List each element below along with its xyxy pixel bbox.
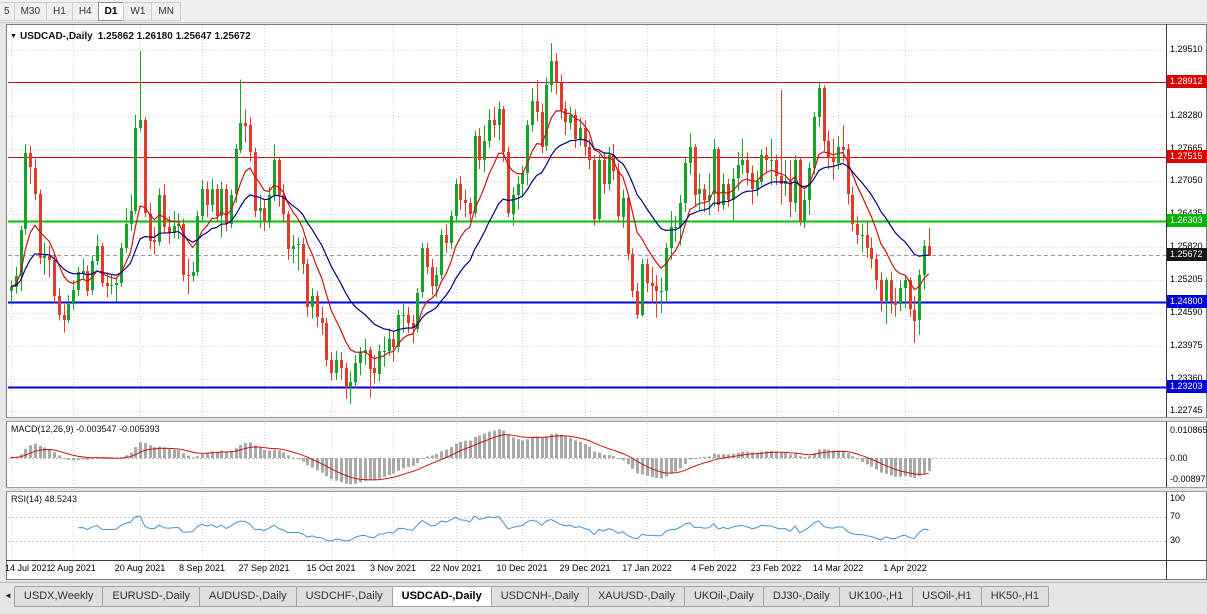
rsi-axis-label: 70 [1170,511,1181,521]
chart-title-ohlc: 1.25862 1.26180 1.25647 1.25672 [97,31,251,42]
date-label: 17 Jan 2022 [622,563,672,573]
chart-tab-usdcad-daily[interactable]: USDCAD-,Daily [391,586,492,607]
macd-axis-label: 0.010865 [1170,425,1207,435]
date-label: 8 Sep 2021 [178,563,226,573]
chart-tab-bar: ◄ USDX,Weekly EURUSD-,Daily AUDUSD-,Daily US… [0,582,1207,614]
date-label: 3 Nov 2021 [369,563,417,573]
timeframe-button-h4[interactable]: H4 [71,1,99,21]
chart-tab-dj30-daily[interactable]: DJ30-,Daily [762,586,840,607]
price-axis-label: 1.22745 [1170,405,1203,415]
chart-tab-usoil-h1[interactable]: USOil-,H1 [912,586,982,607]
price-axis-label: 1.23975 [1170,340,1203,350]
timeframe-button-h1[interactable]: H1 [46,1,73,21]
rsi-axis-label: 100 [1170,493,1186,503]
timeframe-button-m30[interactable]: M30 [13,1,48,21]
timeframe-button-d1[interactable]: D1 [97,1,125,21]
chart-tab-audusd-daily[interactable]: AUDUSD-,Daily [199,586,297,607]
chart-tab-usdcnh-daily[interactable]: USDCNH-,Daily [490,586,589,607]
chart-tab-usdchf-daily[interactable]: USDCHF-,Daily [295,586,393,607]
date-label: 27 Sep 2021 [238,563,290,573]
timeframe-button-5[interactable]: 5 [0,1,15,21]
rsi-label: RSI(14) 48.5243 [11,494,78,504]
date-label: 14 Jul 2021 [5,563,52,573]
macd-label: MACD(12,26,9) -0.003547 -0.005393 [11,424,160,434]
price-axis-label: 1.29510 [1170,44,1203,54]
chart-menu-arrow-icon[interactable]: ▼ [10,33,17,40]
date-label: 1 Apr 2022 [883,563,927,573]
tab-scroll-left-icon[interactable]: ◄ [4,591,12,600]
date-label: 22 Nov 2021 [430,563,482,573]
macd-axis-label: 0.00 [1170,453,1188,463]
timeframe-button-w1[interactable]: W1 [123,1,153,21]
price-axis-label: 1.23360 [1170,373,1203,383]
macd-axis-label: -0.00897 [1170,474,1206,484]
date-label: 2 Aug 2021 [50,563,96,573]
price-tag-1.28912: 1.28912 [1167,75,1207,88]
pane-separator-rsi[interactable] [6,487,1207,492]
date-label: 23 Feb 2022 [750,563,802,573]
chart-tab-uk100-h1[interactable]: UK100-,H1 [838,586,914,607]
chart-tab-hk50-h1[interactable]: HK50-,H1 [980,586,1049,607]
pane-separator-macd[interactable] [6,417,1207,422]
date-label: 14 Mar 2022 [812,563,864,573]
date-label: 15 Oct 2021 [306,563,356,573]
date-label: 10 Dec 2021 [496,563,548,573]
price-tag-1.24800: 1.24800 [1167,295,1207,308]
timeframe-toolbar: 5 M30 H1 H4 D1 W1 MN [0,0,1207,23]
price-tag-1.25672: 1.25672 [1167,248,1207,261]
chart-title-symbol: USDCAD-,Daily [19,31,93,42]
timeframe-button-mn[interactable]: MN [151,1,181,21]
price-axis-label: 1.25820 [1170,241,1203,251]
chart-tab-ukoil-daily[interactable]: UKOil-,Daily [683,586,764,607]
price-axis-label: 1.27050 [1170,175,1203,185]
price-tag-1.23203: 1.23203 [1167,380,1207,393]
chart-tab-xauusd-daily[interactable]: XAUUSD-,Daily [587,586,685,607]
date-label: 20 Aug 2021 [114,563,166,573]
rsi-axis-label: 30 [1170,535,1181,545]
chart-tab-eurusd-daily[interactable]: EURUSD-,Daily [102,586,201,607]
date-label: 29 Dec 2021 [559,563,611,573]
date-label: 4 Feb 2022 [691,563,737,573]
price-axis-label: 1.28280 [1170,110,1203,120]
price-axis-label: 1.25205 [1170,274,1203,284]
price-axis-label: 1.24590 [1170,307,1203,317]
price-tag-1.26303: 1.26303 [1167,214,1207,227]
price-tag-1.27515: 1.27515 [1167,150,1207,163]
price-axis-label: 1.26435 [1170,208,1203,218]
chart-title: ▼ USDCAD-,Daily 1.25862 1.26180 1.25647 1.… [10,31,251,42]
chart-tab-usdx-weekly[interactable]: USDX,Weekly [13,586,104,607]
price-axis-label: 1.27665 [1170,143,1203,153]
